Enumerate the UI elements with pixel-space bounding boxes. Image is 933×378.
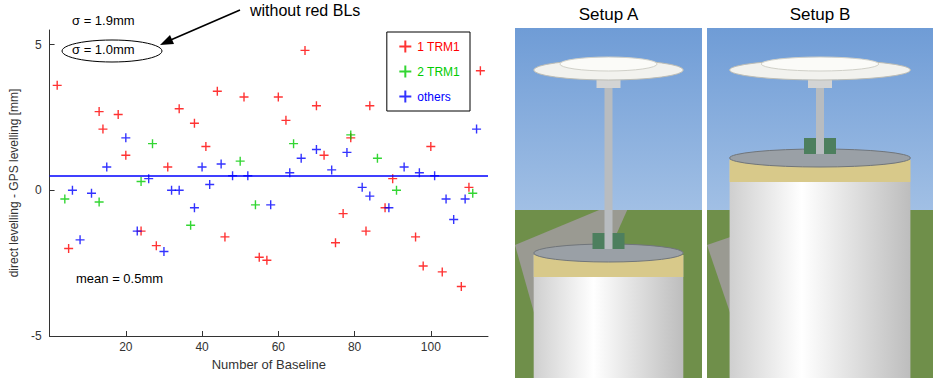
svg-text:Setup B: Setup B <box>790 5 851 24</box>
svg-text:1 TRM1: 1 TRM1 <box>417 40 460 54</box>
svg-text:80: 80 <box>348 340 362 354</box>
svg-text:5: 5 <box>35 38 42 52</box>
svg-text:σ = 1.9mm: σ = 1.9mm <box>72 13 135 28</box>
svg-text:Number of Baseline: Number of Baseline <box>212 357 326 372</box>
svg-text:σ = 1.0mm: σ = 1.0mm <box>72 42 135 57</box>
svg-text:others: others <box>417 90 450 104</box>
svg-text:2 TRM1: 2 TRM1 <box>417 65 460 79</box>
svg-text:0: 0 <box>35 183 42 197</box>
svg-text:mean = 0.5mm: mean = 0.5mm <box>76 271 163 286</box>
svg-text:Setup A: Setup A <box>579 5 639 24</box>
svg-text:-5: -5 <box>31 329 42 343</box>
svg-text:100: 100 <box>421 340 441 354</box>
svg-text:without red BLs: without red BLs <box>249 2 360 19</box>
svg-text:40: 40 <box>195 340 209 354</box>
svg-text:direct levelling - GPS levelli: direct levelling - GPS levelling [mm] <box>7 89 21 278</box>
svg-text:60: 60 <box>272 340 286 354</box>
svg-text:20: 20 <box>119 340 133 354</box>
